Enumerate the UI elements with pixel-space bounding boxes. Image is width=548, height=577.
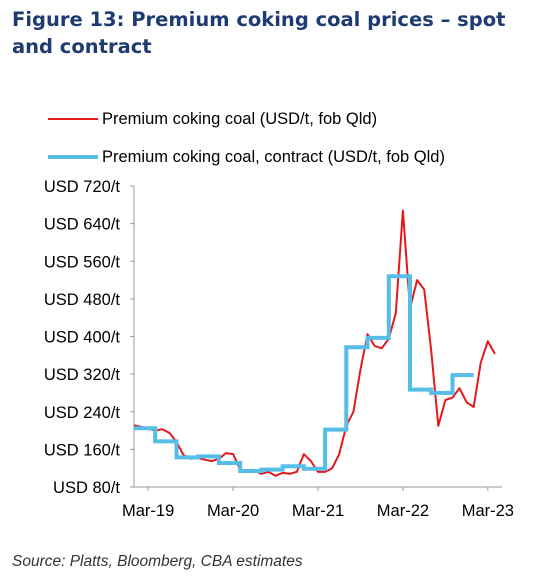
y-tick-label: USD 240/t <box>44 404 121 422</box>
y-tick-label: USD 560/t <box>44 253 121 271</box>
y-tick-label: USD 640/t <box>44 216 121 234</box>
x-tick-label: Mar-19 <box>122 502 174 520</box>
y-tick-label: USD 480/t <box>44 291 121 309</box>
legend-label-spot: Premium coking coal (USD/t, fob Qld) <box>102 110 378 128</box>
y-tick-label: USD 160/t <box>44 441 121 459</box>
x-tick-label: Mar-23 <box>462 502 514 520</box>
legend-swatch-contract <box>48 155 98 159</box>
chart-series <box>133 209 496 477</box>
legend-swatch-spot <box>48 118 98 120</box>
y-tick-label: USD 320/t <box>44 366 121 384</box>
y-axis-ticks: USD 80/t USD 160/t USD 240/t USD 320/t USD 4… <box>44 178 134 497</box>
source-note: Source: Platts, Bloomberg, CBA estimates <box>12 553 303 570</box>
y-tick-label: USD 400/t <box>44 329 121 347</box>
y-tick-label: USD 720/t <box>44 178 121 196</box>
series-line-spot <box>133 209 496 477</box>
series-line-contract <box>134 274 474 473</box>
page-title: Figure 13: Premium coking coal prices – … <box>12 8 506 58</box>
chart-axes <box>133 186 502 488</box>
x-tick-label: Mar-22 <box>377 502 429 520</box>
x-tick-label: Mar-21 <box>292 502 344 520</box>
legend-label-contract: Premium coking coal, contract (USD/t, fo… <box>102 148 445 166</box>
y-tick-label: USD 80/t <box>53 479 120 497</box>
x-axis-ticks: Mar-19 Mar-20 Mar-21 Mar-22 Mar-23 <box>122 487 514 520</box>
x-tick-label: Mar-20 <box>207 502 259 520</box>
